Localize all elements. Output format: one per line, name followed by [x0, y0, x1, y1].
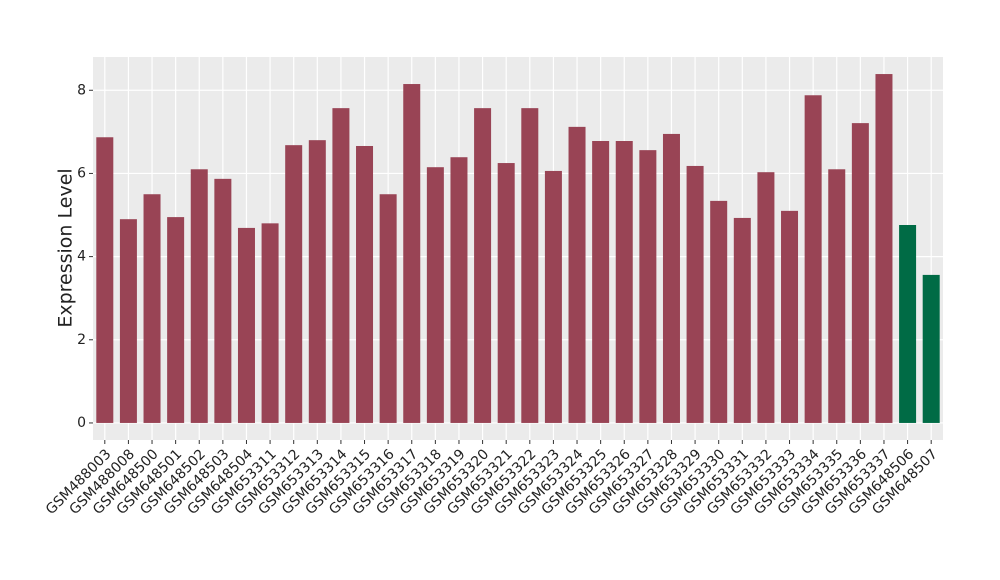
bar [167, 217, 185, 423]
y-tick-label: 2 [77, 332, 86, 348]
bar [568, 126, 586, 423]
y-tick-label: 6 [77, 165, 86, 181]
bar [214, 178, 232, 423]
bar [190, 169, 208, 423]
bar [662, 133, 680, 423]
bar [828, 169, 846, 423]
y-tick-label: 4 [77, 249, 86, 265]
bar [308, 140, 326, 423]
bar [450, 157, 468, 423]
bar [710, 200, 728, 423]
bar [922, 274, 940, 423]
bar [757, 172, 775, 423]
bar [497, 163, 515, 423]
bar [285, 145, 303, 423]
bar [544, 170, 562, 423]
bar [403, 84, 421, 423]
y-tick-label: 0 [77, 415, 86, 431]
bar [356, 145, 374, 423]
bar [615, 141, 633, 423]
bar [143, 194, 161, 423]
bar [119, 219, 137, 423]
bar [733, 217, 751, 423]
panel [93, 57, 943, 440]
bar [851, 123, 869, 423]
bar [686, 165, 704, 423]
bar [781, 210, 799, 423]
bar [639, 150, 657, 423]
bar [332, 108, 350, 423]
y-axis-label: Expression Level [55, 168, 77, 327]
bar [521, 108, 539, 423]
bar [474, 108, 492, 423]
bar [875, 74, 893, 423]
bar [899, 225, 917, 423]
bar [237, 227, 255, 423]
bar [379, 194, 397, 423]
bar [261, 223, 279, 423]
bar [592, 141, 610, 423]
bar [96, 137, 114, 423]
bar [426, 167, 444, 423]
y-tick-label: 8 [77, 82, 86, 98]
bar [804, 95, 822, 423]
